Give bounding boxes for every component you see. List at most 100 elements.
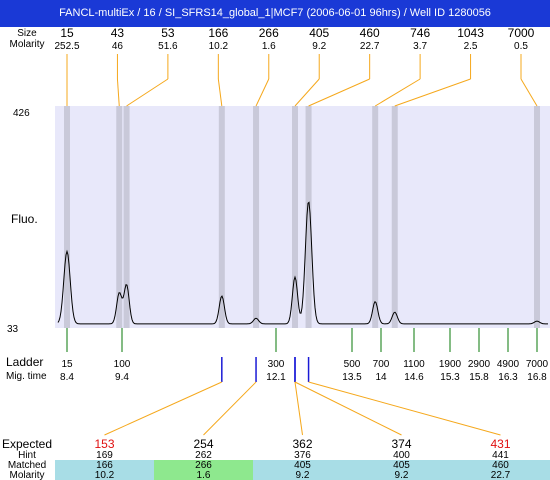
peak-size-label: 7000	[508, 27, 535, 40]
ladder-time-label: 14	[375, 372, 387, 383]
matched-value: 166	[96, 460, 113, 471]
peak-size-label: 746	[410, 27, 430, 40]
matched-value: 405	[294, 460, 311, 471]
ladder-size-label: 300	[268, 359, 285, 370]
hint-value: 262	[195, 450, 212, 461]
peak-band	[64, 106, 70, 328]
ladder-size-label: 700	[373, 359, 390, 370]
peak-size-label: 166	[208, 27, 228, 40]
expected-connectors	[104, 357, 501, 436]
peak-connector	[255, 78, 270, 107]
expected-table: 15316916610.22542622661.63623764059.2374…	[94, 437, 511, 480]
expected-value: 362	[292, 437, 312, 451]
ladder-time-label: 16.8	[527, 372, 547, 383]
expected-value: 374	[391, 437, 411, 451]
peak-molarity-label: 3.7	[413, 41, 427, 52]
ladder-markers: 15 8.4 100 9.4 300 12.1 500 13.5 700 14 1100 14.6 19…	[60, 328, 549, 383]
peak-connector	[394, 78, 471, 107]
ladder-time-label: 8.4	[60, 372, 74, 383]
matched-molarity-value: 9.2	[395, 470, 409, 480]
expected-value: 153	[94, 437, 114, 451]
peak-labels: 15252.543465351.616610.22661.64059.24602…	[54, 27, 534, 52]
peak-size-label: 53	[161, 27, 175, 40]
y-tick-max: 426	[13, 108, 30, 119]
ladder-size-label: 7000	[526, 359, 549, 370]
hint-value: 376	[294, 450, 311, 461]
ladder-time-label: 9.4	[115, 372, 129, 383]
ladder-size-label: 15	[61, 359, 73, 370]
ladder-size-label: 500	[344, 359, 361, 370]
matched-molarity-value: 9.2	[296, 470, 310, 480]
peak-connector	[116, 78, 120, 107]
expected-connector	[294, 381, 402, 436]
peak-band	[218, 106, 225, 328]
peak-size-label: 405	[309, 27, 329, 40]
peak-molarity-label: 22.7	[360, 41, 380, 52]
size-label: Size	[17, 28, 37, 39]
peak-band	[116, 106, 123, 328]
fluorescence-trace	[57, 201, 548, 325]
peak-bands	[64, 106, 540, 328]
ladder-size-label: 1900	[439, 359, 462, 370]
plot-area	[55, 106, 550, 328]
ladder-size-label: 100	[114, 359, 131, 370]
fluo-axis-label: Fluo.	[11, 212, 38, 226]
peak-molarity-label: 9.2	[312, 41, 326, 52]
matched-label: Matched	[8, 460, 46, 471]
peak-connector	[217, 78, 223, 107]
peak-molarity-label: 51.6	[158, 41, 178, 52]
peak-size-label: 1043	[457, 27, 484, 40]
peak-molarity-label: 10.2	[209, 41, 229, 52]
peak-band	[253, 106, 260, 328]
peak-size-label: 460	[360, 27, 380, 40]
matched-value: 405	[393, 460, 410, 471]
ladder-size-label: 2900	[468, 359, 491, 370]
ladder-size-label: 4900	[497, 359, 520, 370]
y-tick-min: 33	[7, 324, 19, 335]
hint-value: 400	[393, 450, 410, 461]
expected-connector	[294, 381, 303, 436]
peak-connector	[294, 78, 320, 107]
ladder-time-label: 12.1	[266, 372, 286, 383]
expected-connector	[104, 381, 223, 436]
ladder-time-label: 13.5	[342, 372, 362, 383]
peak-connector	[308, 78, 370, 107]
molarity-row-label: Molarity	[9, 470, 44, 480]
expected-connector	[308, 381, 501, 436]
peak-molarity-label: 46	[112, 41, 124, 52]
hint-value: 169	[96, 450, 113, 461]
peak-band	[391, 106, 398, 328]
peak-connector	[374, 78, 421, 107]
peak-molarity-label: 252.5	[54, 41, 79, 52]
hint-label: Hint	[18, 450, 36, 461]
migtime-label: Mig. time	[6, 371, 47, 382]
matched-value: 266	[195, 460, 212, 471]
expected-connector	[203, 381, 257, 436]
peak-band	[123, 106, 130, 328]
peak-band	[372, 106, 379, 328]
matched-value: 460	[492, 460, 509, 471]
peak-size-label: 43	[111, 27, 125, 40]
peak-size-label: 266	[259, 27, 279, 40]
expected-label: Expected	[2, 437, 52, 451]
ladder-time-label: 16.3	[498, 372, 518, 383]
expected-value: 431	[490, 437, 510, 451]
peak-connectors	[66, 54, 538, 107]
molarity-header-label: Molarity	[9, 39, 44, 50]
peak-molarity-label: 2.5	[464, 41, 478, 52]
peak-band	[305, 106, 312, 328]
matched-cell-highlight	[154, 460, 253, 480]
matched-molarity-value: 22.7	[491, 470, 511, 480]
matched-molarity-value: 10.2	[95, 470, 115, 480]
window-title: FANCL-multiEx / 16 / SI_SFRS14_global_1|…	[0, 0, 550, 27]
matched-molarity-value: 1.6	[197, 470, 211, 480]
peak-band	[292, 106, 298, 328]
peak-molarity-label: 1.6	[262, 41, 276, 52]
expected-value: 254	[193, 437, 213, 451]
ladder-label: Ladder	[6, 355, 43, 369]
electropherogram-chart: Size Molarity 426 33 Fluo. 15252.5434653…	[2, 27, 550, 480]
peak-molarity-label: 0.5	[514, 41, 528, 52]
peak-band	[534, 106, 540, 328]
peak-size-label: 15	[60, 27, 74, 40]
